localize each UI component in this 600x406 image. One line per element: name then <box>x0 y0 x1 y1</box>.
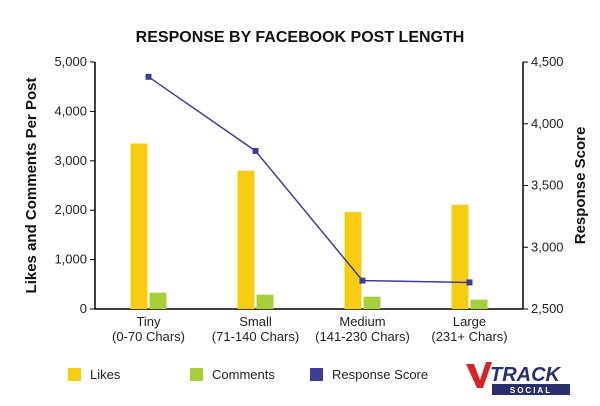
left-tick-label: 4,000 <box>54 103 87 118</box>
x-tick-label: Tiny (0-70 Chars) <box>112 314 185 344</box>
right-tick-label: 4,000 <box>531 116 564 131</box>
bars <box>130 143 488 309</box>
x-tick-label: Small (71-140 Chars) <box>212 314 299 344</box>
comments-bar <box>149 292 167 309</box>
left-tick-label: 3,000 <box>54 153 87 168</box>
y2-axis-title: Response Score <box>572 127 589 245</box>
logo-banner <box>492 384 570 395</box>
x-tick-label: Large (231+ Chars) <box>431 314 507 344</box>
comments-bar <box>470 299 488 309</box>
response-score-marker <box>252 147 259 154</box>
response-score-line <box>148 76 470 284</box>
logo-subtext: SOCIAL <box>510 386 552 395</box>
comments-bar <box>256 294 274 309</box>
likes-bar <box>344 212 362 309</box>
left-tick-label: 0 <box>80 301 87 316</box>
legend-swatch <box>310 368 323 381</box>
x-tick-label-line: Medium <box>339 314 385 329</box>
right-tick-label: 3,500 <box>531 178 564 193</box>
x-tick-label-line: (71-140 Chars) <box>212 329 299 344</box>
response-score-marker <box>145 73 152 80</box>
x-tick-label-line: Tiny <box>136 314 161 329</box>
right-tick-label: 2,500 <box>531 301 564 316</box>
right-tick-label: 4,500 <box>531 54 564 69</box>
response-score-marker <box>466 279 473 286</box>
x-tick-label-line: Small <box>239 314 272 329</box>
axes: 0 1,000 2,000 3,000 4,000 5,000 2,500 3,000 3,50… <box>23 54 589 344</box>
left-tick-label: 5,000 <box>54 54 87 69</box>
left-tick-label: 2,000 <box>54 202 87 217</box>
x-tick-label-line: Large <box>453 314 486 329</box>
legend-label: Likes <box>90 367 121 382</box>
legend-label: Response Score <box>332 367 428 382</box>
x-tick-label-line: (141-230 Chars) <box>315 329 410 344</box>
legend: Likes Comments Response Score <box>68 367 428 382</box>
likes-bar <box>237 170 255 309</box>
comments-bar <box>363 296 381 309</box>
left-tick-label: 1,000 <box>54 252 87 267</box>
legend-label: Comments <box>212 367 275 382</box>
response-line <box>145 73 473 286</box>
x-tick-label-line: (0-70 Chars) <box>112 329 185 344</box>
logo-v-mark <box>466 362 492 388</box>
x-tick-label-line: (231+ Chars) <box>431 329 507 344</box>
likes-bar <box>130 143 148 309</box>
right-tick-label: 3,000 <box>531 239 564 254</box>
legend-swatch <box>190 368 203 381</box>
logo-wordmark: TRACK <box>490 364 562 386</box>
x-tick-label: Medium (141-230 Chars) <box>315 314 410 344</box>
chart-title: RESPONSE BY FACEBOOK POST LENGTH <box>136 29 465 46</box>
y-axis-title: Likes and Comments Per Post <box>23 78 40 294</box>
response-score-marker <box>359 277 366 284</box>
legend-swatch <box>68 368 81 381</box>
likes-bar <box>451 204 469 309</box>
